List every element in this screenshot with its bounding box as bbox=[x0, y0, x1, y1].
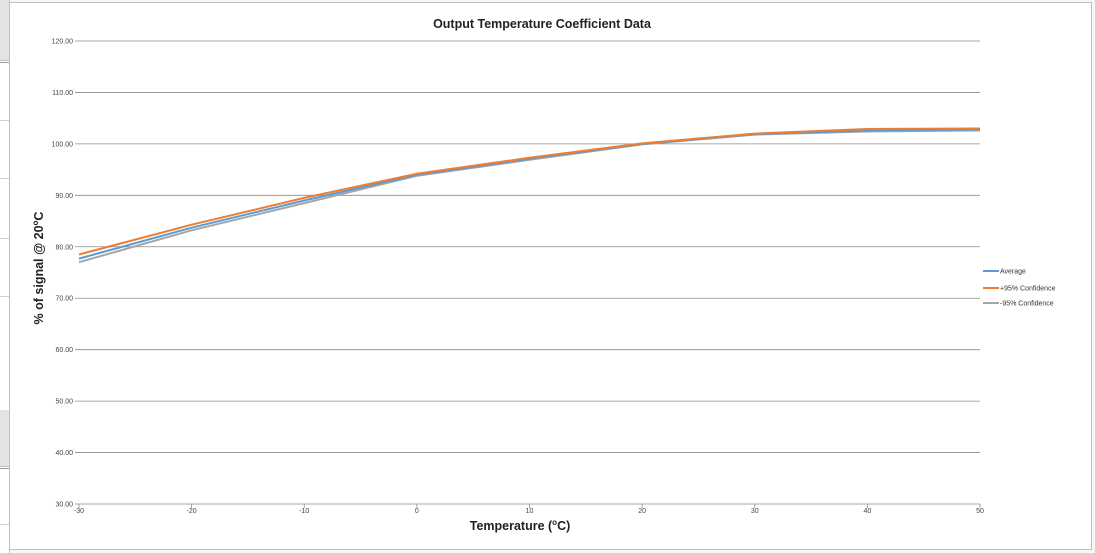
sheet-divider bbox=[0, 178, 9, 179]
y-tick-label: 60.00 bbox=[55, 347, 73, 354]
y-tick-label: 90.00 bbox=[55, 193, 73, 200]
sheet-divider bbox=[0, 468, 9, 469]
x-axis-label: Temperature (oC) bbox=[470, 518, 571, 533]
x-tick-label: -20 bbox=[187, 508, 197, 515]
y-axis-label: % of signal @ 20oC bbox=[31, 212, 46, 325]
series-line-average[interactable] bbox=[78, 128, 981, 260]
x-tick-label: -30 bbox=[74, 508, 84, 515]
sheet-divider bbox=[0, 120, 9, 121]
y-tick-label: 100.00 bbox=[52, 141, 74, 148]
chart-title: Output Temperature Coefficient Data bbox=[433, 17, 652, 31]
y-tick-label: 120.00 bbox=[52, 39, 74, 46]
gridlines bbox=[75, 40, 980, 505]
legend[interactable]: Average +95% Confidence -95% Confidence bbox=[983, 269, 1056, 308]
y-tick-label: 110.00 bbox=[52, 90, 73, 97]
legend-entry: -95% Confidence bbox=[1000, 301, 1054, 308]
x-tick-label: 40 bbox=[863, 508, 871, 515]
y-tick-label: 80.00 bbox=[55, 244, 73, 251]
y-tick-label: 40.00 bbox=[55, 450, 73, 457]
y-axis-ticks: 30.00 40.00 50.00 60.00 70.00 80.00 90.00 100.0… bbox=[52, 39, 74, 509]
y-tick-label: 50.00 bbox=[55, 399, 73, 406]
series-line-plus-95-confidence[interactable] bbox=[78, 127, 981, 256]
x-tick-label: -10 bbox=[299, 508, 309, 515]
x-tick-label: 0 bbox=[415, 508, 419, 515]
series-line-minus-95-confidence[interactable] bbox=[78, 129, 981, 264]
sheet-divider bbox=[0, 62, 9, 63]
x-tick-label: 50 bbox=[976, 508, 984, 515]
sheet-divider bbox=[0, 296, 9, 297]
sheet-divider bbox=[0, 238, 9, 239]
series-lines bbox=[78, 127, 981, 264]
x-tick-label: 10 bbox=[526, 508, 534, 515]
legend-entry: Average bbox=[1000, 269, 1026, 276]
y-tick-label: 30.00 bbox=[55, 502, 73, 509]
y-tick-label: 70.00 bbox=[55, 296, 73, 303]
chart-area[interactable] bbox=[9, 2, 1092, 550]
x-tick-label: 30 bbox=[751, 508, 759, 515]
x-tick-label: 20 bbox=[638, 508, 646, 515]
sheet-divider bbox=[0, 524, 9, 525]
sheet-cell bbox=[0, 410, 9, 467]
legend-entry: +95% Confidence bbox=[1000, 286, 1056, 293]
sheet-cell bbox=[0, 0, 9, 61]
x-axis-ticks: -30 -20 -10 0 10 20 30 40 50 bbox=[74, 504, 984, 515]
